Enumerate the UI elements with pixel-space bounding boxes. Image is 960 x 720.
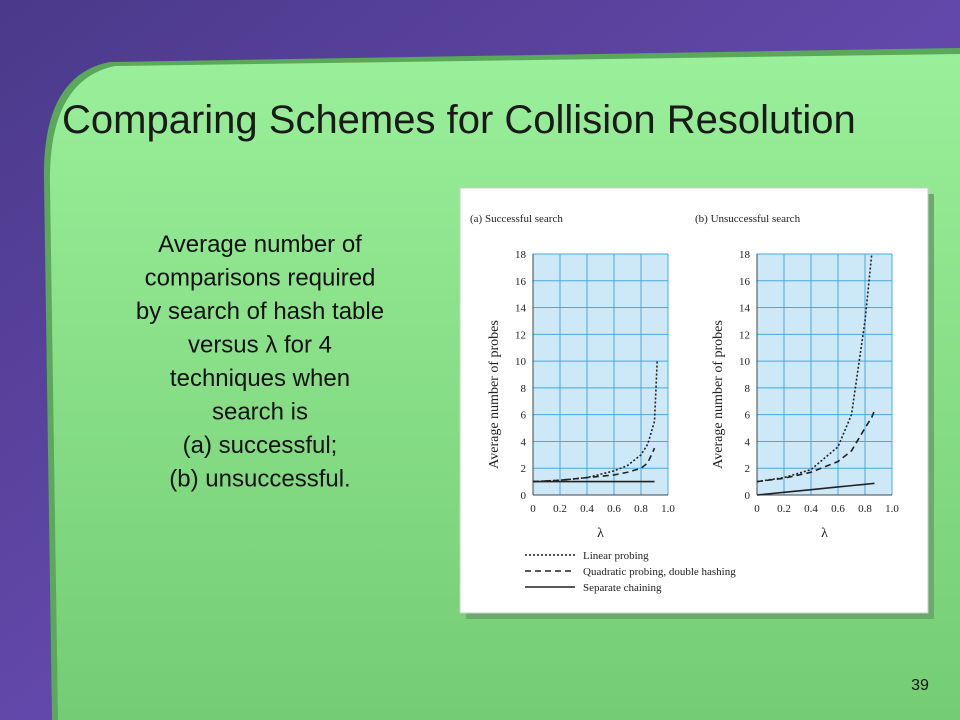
charts: (a) Successful search 0 2 4 6 8 10 12 14 16 18 0 0.2…: [470, 213, 899, 594]
y-tick-label: 14: [515, 303, 527, 315]
y-tick-label: 2: [745, 463, 751, 475]
body-line: comparisons required: [145, 265, 376, 292]
x-tick-label: 0.4: [580, 503, 594, 515]
y-tick-label: 6: [745, 410, 751, 422]
x-tick-label: 0.6: [607, 503, 621, 515]
x-tick-label: 0.2: [777, 503, 791, 515]
series-line: [532, 447, 656, 483]
y-tick-label: 6: [521, 410, 527, 422]
series-line: [756, 410, 876, 483]
slide-title: Comparing Schemes for Collision Resoluti…: [62, 98, 856, 142]
y-tick-label: 16: [739, 276, 751, 288]
y-tick-label: 10: [515, 356, 527, 368]
y-tick-label: 18: [515, 249, 527, 261]
y-tick-label: 16: [515, 276, 527, 288]
body-line: by search of hash table: [136, 298, 384, 325]
series-line: [756, 253, 873, 483]
series-line: [532, 361, 658, 483]
legend-label: Separate chaining: [583, 582, 662, 594]
y-tick-label: 8: [521, 383, 527, 395]
x-axis-label: λ: [597, 526, 604, 541]
legend-label: Quadratic probing, double hashing: [583, 566, 736, 578]
y-tick-label: 2: [521, 463, 527, 475]
plot-area: [757, 254, 892, 495]
body-line: (b) unsuccessful.: [169, 466, 350, 493]
y-tick-label: 18: [739, 249, 751, 261]
y-tick-label: 8: [745, 383, 751, 395]
y-tick-label: 0: [521, 490, 527, 502]
x-tick-label: 0.4: [804, 503, 818, 515]
body-line: versus λ for 4: [188, 332, 332, 359]
x-tick-label: 0.8: [858, 503, 872, 515]
page-number: 39: [911, 677, 929, 694]
x-tick-label: 0.2: [553, 503, 567, 515]
body-line: (a) successful;: [183, 432, 338, 459]
body-line: Average number of: [158, 231, 362, 258]
y-axis-label: Average number of probes: [711, 320, 726, 469]
body-line: techniques when: [170, 365, 350, 392]
y-tick-label: 12: [515, 329, 526, 341]
x-tick-label: 0: [754, 503, 760, 515]
y-axis-label: Average number of probes: [487, 320, 502, 469]
body-text: Average number of comparisons required by …: [136, 231, 384, 493]
series-line: [756, 482, 875, 496]
x-tick-label: 1.0: [885, 503, 899, 515]
x-axis-label: λ: [821, 526, 828, 541]
y-tick-label: 0: [745, 490, 751, 502]
body-line: search is: [212, 399, 308, 426]
x-tick-label: 0.6: [831, 503, 845, 515]
y-tick-label: 10: [739, 356, 751, 368]
x-tick-label: 0: [530, 503, 536, 515]
y-tick-label: 14: [739, 303, 751, 315]
y-tick-label: 4: [745, 436, 751, 448]
plot-area: [533, 254, 668, 495]
chart-title: (b) Unsuccessful search: [695, 213, 801, 225]
chart-title: (a) Successful search: [470, 213, 563, 225]
y-tick-label: 4: [521, 436, 527, 448]
y-tick-label: 12: [739, 329, 750, 341]
x-tick-label: 1.0: [661, 503, 675, 515]
legend-label: Linear probing: [583, 550, 649, 562]
x-tick-label: 0.8: [634, 503, 648, 515]
